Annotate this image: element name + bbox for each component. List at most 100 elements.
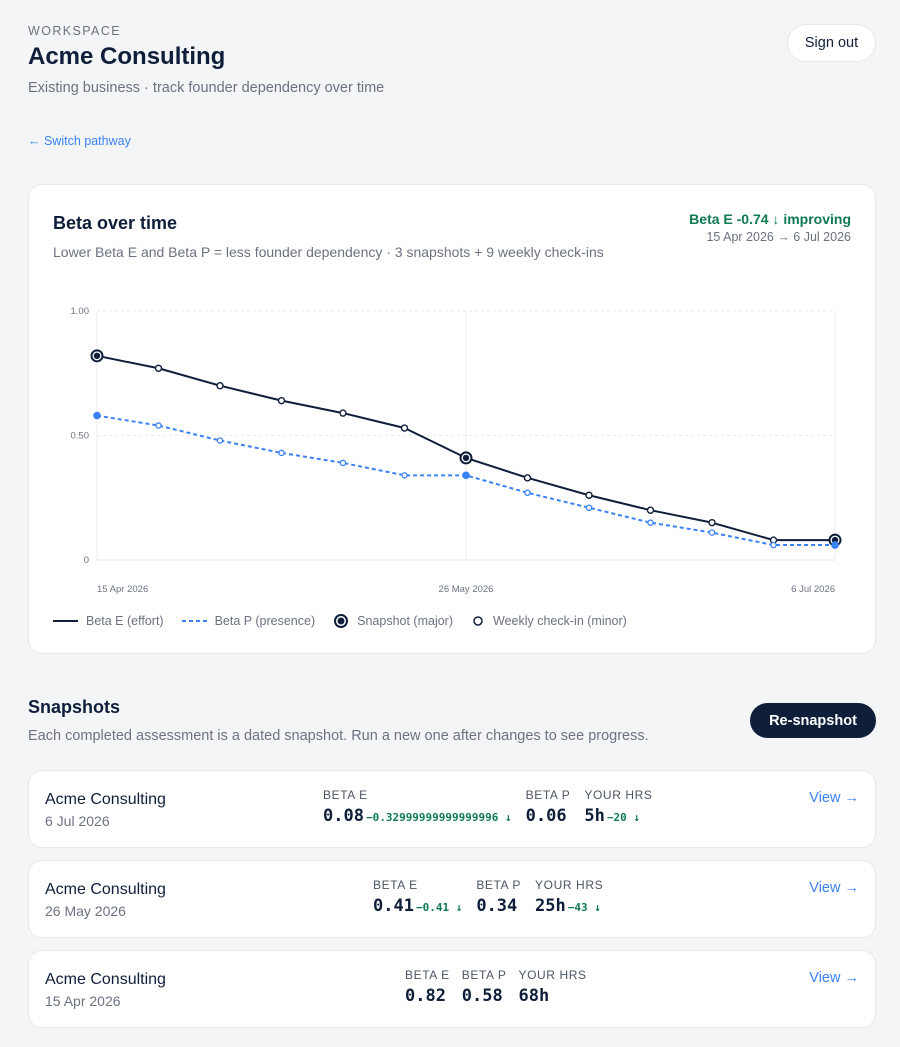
legend-checkin: Weekly check-in (minor) (471, 614, 627, 628)
beta-e-snapshot-point-core (93, 352, 101, 360)
x-tick-label: 6 Jul 2026 (791, 584, 835, 595)
chart-subtitle: Lower Beta E and Beta P = less founder d… (53, 244, 604, 260)
beta-p-snapshot-point (93, 411, 101, 420)
legend-snapshot-label: Snapshot (major) (357, 614, 453, 628)
beta-p-value: 0.06 (525, 806, 567, 826)
beta-e-delta: −0.41 ↓ (415, 901, 463, 914)
snapshots-title: Snapshots (28, 697, 121, 717)
legend-checkin-label: Weekly check-in (minor) (493, 614, 627, 628)
beta-p-checkin-point (216, 437, 224, 444)
dashed-line-icon (181, 620, 207, 622)
beta-p-checkin-point (278, 449, 285, 457)
metric-beta-e: BETA E 0.08 −0.32999999999999996 ↓ (323, 788, 512, 826)
beta-p-snapshot-point (831, 541, 839, 549)
y-tick-label: 1.00 (71, 306, 90, 317)
snapshot-metrics: BETA E 0.82 BETA P 0.58 YOUR HRS 68h (405, 968, 601, 1006)
metric-beta-p: BETA P 0.34 (476, 878, 521, 916)
metric-label: YOUR HRS (535, 878, 604, 892)
snapshot-metrics: BETA E 0.41 −0.41 ↓ BETA P 0.34 YOUR HRS … (373, 878, 617, 916)
beta-p-value: 0.34 (476, 896, 518, 916)
legend-beta-e-label: Beta E (effort) (86, 614, 164, 628)
solid-line-icon (53, 620, 78, 622)
beta-e-value: 0.82 (405, 986, 446, 1006)
beta-e-checkin-point (708, 518, 716, 527)
snapshots-subtitle: Each completed assessment is a dated sna… (28, 728, 649, 744)
switch-pathway-link[interactable]: ← Switch pathway (28, 134, 131, 148)
metric-beta-p: BETA P 0.58 (462, 968, 507, 1006)
view-snapshot-link[interactable]: View → (809, 880, 859, 896)
beta-p-checkin-point (647, 519, 654, 526)
snapshot-marker-icon (334, 614, 349, 628)
y-tick-label: 0 (84, 555, 89, 566)
beta-e-checkin-point (339, 409, 347, 417)
beta-p-value: 0.58 (461, 986, 503, 1006)
snapshot-name: Acme Consulting (45, 971, 166, 988)
metric-hrs: YOUR HRS 5h −20 ↓ (584, 788, 652, 826)
snapshot-row: Acme Consulting 6 Jul 2026 BETA E 0.08 −0… (28, 770, 876, 848)
legend-beta-p: Beta P (presence) (181, 614, 316, 628)
hrs-value: 25h (535, 896, 566, 916)
metric-label: BETA P (525, 788, 571, 802)
metric-hrs: YOUR HRS 25h −43 ↓ (535, 878, 603, 916)
beta-p-checkin-point (585, 504, 593, 511)
beta-e-checkin-point (216, 381, 224, 390)
snapshot-name: Acme Consulting (45, 791, 166, 808)
beta-p-checkin-point (339, 459, 347, 467)
beta-e-checkin-point (277, 396, 286, 405)
metric-label: YOUR HRS (584, 788, 653, 802)
page-subtitle: Existing business · track founder depend… (28, 80, 385, 96)
beta-p-checkin-point (770, 541, 777, 549)
chart-legend: Beta E (effort) Beta P (presence) Snapsh… (53, 613, 645, 629)
snapshot-name: Acme Consulting (45, 881, 166, 898)
beta-line-chart: 1.00 0.50 0 15 Apr 2026 26 May 2026 6 Jul 202… (71, 306, 842, 595)
beta-e-value: 0.41 (373, 896, 414, 916)
legend-snapshot: Snapshot (major) (333, 613, 453, 629)
metric-label: BETA P (461, 968, 507, 982)
beta-p-checkin-point (155, 422, 162, 429)
x-tick-label: 26 May 2026 (439, 584, 494, 595)
metric-label: BETA E (405, 968, 450, 982)
beta-e-checkin-point (154, 364, 163, 372)
legend-beta-e: Beta E (effort) (53, 614, 164, 628)
metric-label: YOUR HRS (518, 968, 587, 982)
beta-e-value: 0.08 (323, 806, 364, 826)
beta-e-checkin-point (523, 474, 532, 482)
y-tick-label: 0.50 (71, 431, 90, 442)
view-snapshot-link[interactable]: View → (809, 970, 859, 986)
re-snapshot-button[interactable]: Re-snapshot (750, 703, 876, 738)
beta-p-snapshot-point (462, 471, 470, 480)
hrs-delta: −20 ↓ (606, 811, 640, 824)
beta-p-checkin-point (524, 489, 531, 497)
snapshots-header: Snapshots Each completed assessment is a… (28, 697, 876, 757)
checkin-marker-icon (473, 616, 483, 626)
hrs-delta: −43 ↓ (567, 901, 601, 914)
view-snapshot-link[interactable]: View → (809, 790, 859, 806)
trend-date-range: 15 Apr 2026 → 6 Jul 2026 (706, 230, 851, 244)
metric-beta-e: BETA E 0.82 (405, 968, 450, 1006)
snapshot-date: 26 May 2026 (45, 903, 126, 919)
chart-title: Beta over time (53, 213, 178, 233)
beta-p-checkin-point (708, 529, 716, 536)
header: WORKSPACE Acme Consulting Existing busin… (28, 24, 876, 104)
metric-label: BETA E (373, 878, 418, 892)
snapshot-metrics: BETA E 0.08 −0.32999999999999996 ↓ BETA P… (323, 788, 667, 826)
metric-label: BETA E (323, 788, 368, 802)
hrs-value: 5h (584, 806, 605, 826)
beta-chart-card: 1.00 0.50 0 15 Apr 2026 26 May 2026 6 Jul 202… (28, 184, 876, 654)
legend-beta-p-label: Beta P (presence) (214, 614, 316, 628)
metric-label: BETA P (476, 878, 522, 892)
snapshot-date: 6 Jul 2026 (45, 813, 110, 829)
hrs-value: 68h (518, 986, 550, 1006)
beta-e-delta: −0.32999999999999996 ↓ (365, 811, 512, 824)
sign-out-button[interactable]: Sign out (787, 24, 876, 62)
page-title: Acme Consulting (28, 43, 226, 70)
snapshot-row: Acme Consulting 15 Apr 2026 BETA E 0.82 … (28, 950, 876, 1028)
workspace-eyebrow: WORKSPACE (28, 24, 121, 38)
snapshot-row: Acme Consulting 26 May 2026 BETA E 0.41−… (28, 860, 876, 938)
snapshot-date: 15 Apr 2026 (45, 993, 121, 1009)
trend-badge: Beta E -0.74 ↓ improving (689, 211, 851, 227)
metric-beta-e: BETA E 0.41 −0.41 ↓ (373, 878, 462, 916)
beta-e-snapshot-point-core (462, 454, 470, 462)
beta-p-checkin-point (401, 472, 408, 479)
beta-e-checkin-point (400, 424, 409, 432)
